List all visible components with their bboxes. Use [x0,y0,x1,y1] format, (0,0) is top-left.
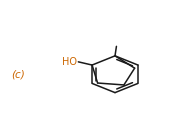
Text: (c): (c) [11,69,25,79]
Text: HO: HO [62,57,77,67]
